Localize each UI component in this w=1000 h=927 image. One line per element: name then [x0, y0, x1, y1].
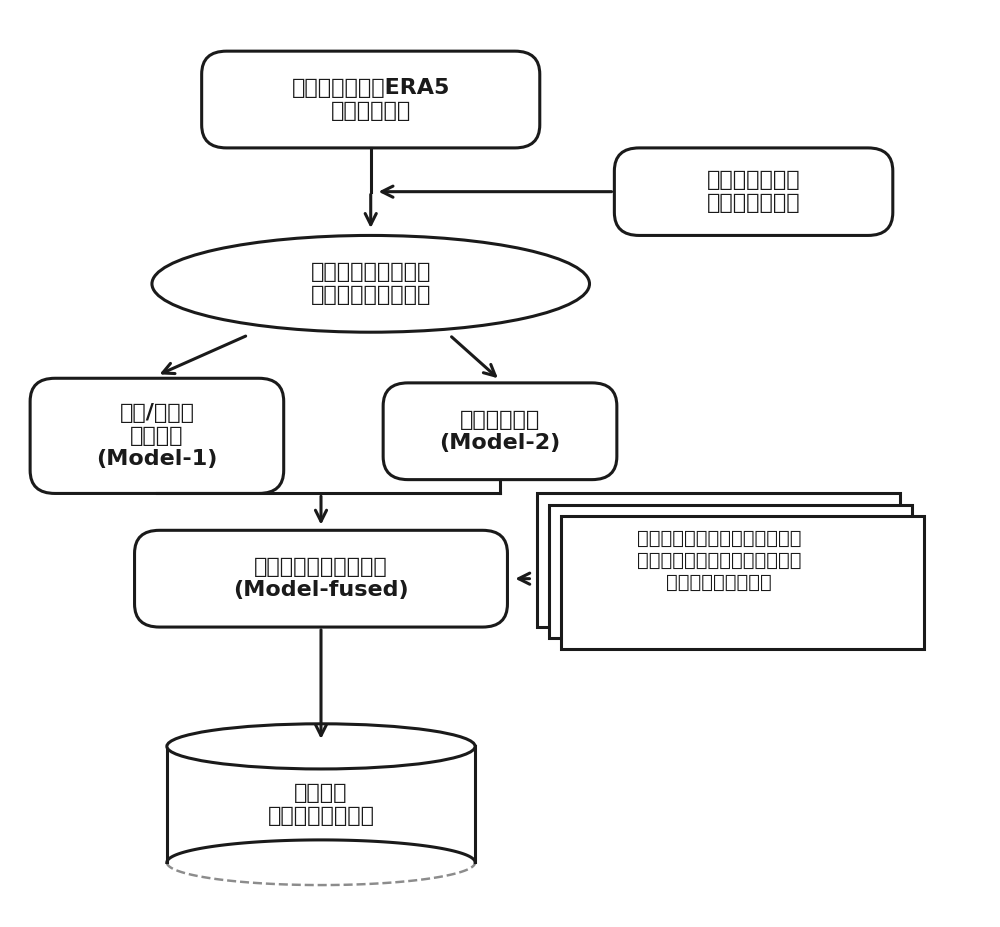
FancyBboxPatch shape: [561, 515, 924, 649]
Ellipse shape: [167, 724, 475, 769]
FancyBboxPatch shape: [135, 530, 507, 627]
FancyBboxPatch shape: [30, 378, 284, 493]
Bar: [167, 746, 475, 862]
FancyBboxPatch shape: [614, 148, 893, 235]
FancyBboxPatch shape: [383, 383, 617, 479]
FancyBboxPatch shape: [549, 504, 912, 638]
Text: 融合后的气温估算模型
(Model-fused): 融合后的气温估算模型 (Model-fused): [233, 557, 409, 601]
Text: 基于遥感
估算的近地表气温: 基于遥感 估算的近地表气温: [268, 782, 374, 826]
Text: 线性/非线性
统计模型
(Model-1): 线性/非线性 统计模型 (Model-1): [96, 402, 218, 469]
Ellipse shape: [152, 235, 590, 332]
Text: 地面观测数据、ERA5
等再分析数据: 地面观测数据、ERA5 等再分析数据: [292, 78, 450, 121]
Text: 包含气温相关参数和
近地表气温的数据库: 包含气温相关参数和 近地表气温的数据库: [311, 262, 431, 305]
Ellipse shape: [167, 840, 475, 885]
FancyBboxPatch shape: [202, 51, 540, 148]
Text: 机器学习模型
(Model-2): 机器学习模型 (Model-2): [439, 410, 561, 453]
Text: 全球按照纬度带
和地表类型分区: 全球按照纬度带 和地表类型分区: [707, 170, 800, 213]
FancyBboxPatch shape: [537, 493, 900, 627]
Text: 高程以及遥感参数（地表温度、
长波下行辐射、地表总净辐射、
大气柱水汽含量等）: 高程以及遥感参数（地表温度、 长波下行辐射、地表总净辐射、 大气柱水汽含量等）: [637, 528, 801, 591]
